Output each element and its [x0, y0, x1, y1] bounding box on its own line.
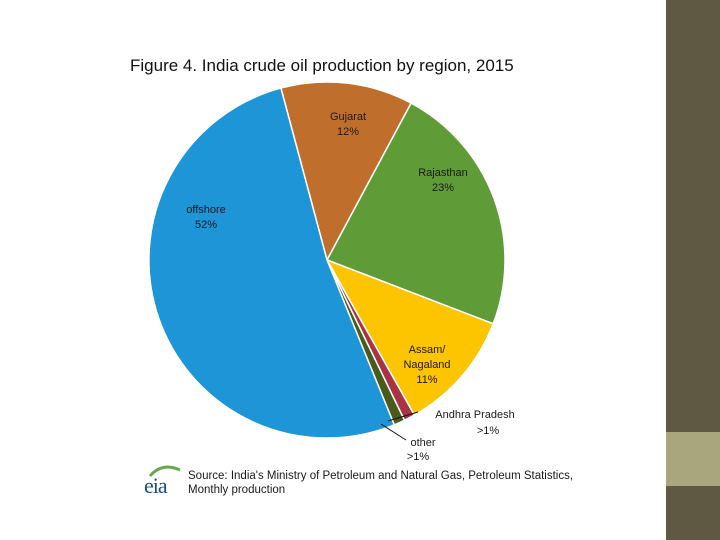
source-note: Source: India's Ministry of Petroleum an…: [188, 469, 588, 497]
label-gujarat-name: Gujarat: [330, 111, 366, 123]
pie-slice-gujarat: [280, 81, 413, 263]
label-gujarat-value: 12%: [337, 126, 359, 138]
label-andhra-value: >1%: [477, 425, 500, 437]
leader-line-other: [380, 423, 407, 441]
figure-panel: Figure 4. India crude oil production by …: [120, 50, 590, 500]
pie-slice-rajasthan: [325, 102, 506, 325]
label-rajasthan-name: Rajasthan: [418, 167, 468, 179]
label-assam-value: 11%: [416, 374, 437, 386]
chart-title: Figure 4. India crude oil production by …: [130, 56, 514, 75]
label-rajasthan-value: 23%: [432, 182, 454, 194]
label-assam-name2: Nagaland: [403, 359, 450, 371]
slide-accent-square: [666, 432, 720, 486]
pie-slice-assam: [325, 258, 495, 417]
source-line-2: Monthly production: [188, 484, 286, 496]
label-assam-name: Assam/: [409, 344, 447, 356]
label-other-name: other: [410, 437, 435, 449]
label-other-value: >1%: [407, 451, 430, 460]
eia-swoosh-icon: [148, 465, 181, 478]
pie-slice-offshore: [148, 87, 396, 439]
leader-line-andhra: [387, 411, 419, 422]
source-line-1: Source: India's Ministry of Petroleum an…: [188, 470, 574, 482]
eia-logo-text: eia: [144, 473, 168, 498]
pie-slices: [148, 81, 506, 439]
label-andhra-name: Andhra Pradesh: [435, 409, 515, 421]
label-offshore-name: offshore: [186, 204, 226, 216]
pie-chart: Gujarat 12% Rajasthan 23% Assam/ Nagalan…: [148, 81, 515, 460]
label-offshore-value: 52%: [195, 219, 217, 231]
eia-logo: eia: [144, 464, 184, 498]
